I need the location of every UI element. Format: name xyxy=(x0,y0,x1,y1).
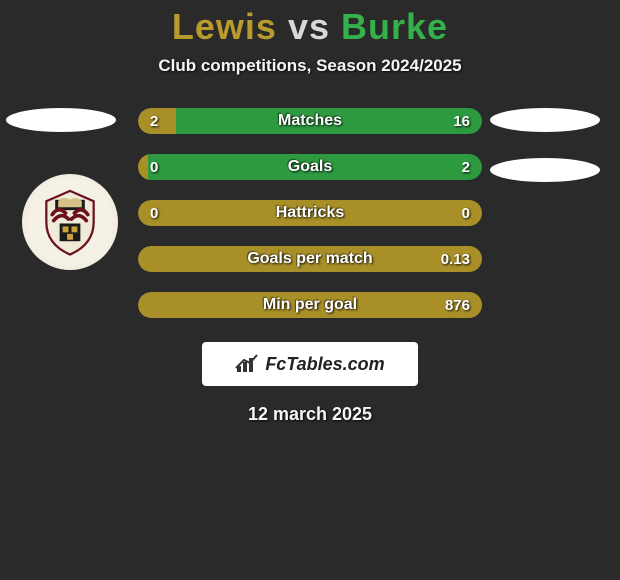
bar-value-player2: 0.13 xyxy=(441,246,470,272)
bar-value-player1: 2 xyxy=(150,108,158,134)
bar-label: Hattricks xyxy=(138,200,482,226)
title-player1: Lewis xyxy=(172,6,277,47)
stat-bar: Matches2 16 xyxy=(138,108,482,134)
bar-label: Goals per match xyxy=(138,246,482,272)
bar-value-player1: 0 xyxy=(150,200,158,226)
stat-bar: Hattricks0 0 xyxy=(138,200,482,226)
bar-label: Matches xyxy=(138,108,482,134)
source-logo[interactable]: FcTables.com xyxy=(202,342,418,386)
title-vs: vs xyxy=(288,6,330,47)
bar-value-player2: 876 xyxy=(445,292,470,318)
stat-bar: Goals0 2 xyxy=(138,154,482,180)
title-player2: Burke xyxy=(341,6,448,47)
crest-icon xyxy=(33,185,107,259)
bars-section: Matches216Goals02Hattricks00Goals per ma… xyxy=(0,108,620,318)
bar-label: Min per goal xyxy=(138,292,482,318)
bar-chart-icon xyxy=(235,354,259,374)
player1-avatar-placeholder xyxy=(6,108,116,132)
subtitle: Club competitions, Season 2024/2025 xyxy=(0,56,620,76)
player2-avatar-placeholder-2 xyxy=(490,158,600,182)
stat-bar: Min per goal876 xyxy=(138,292,482,318)
source-logo-text: FcTables.com xyxy=(265,354,384,375)
stat-bar: Goals per match0.13 xyxy=(138,246,482,272)
stat-bars: Matches216Goals02Hattricks00Goals per ma… xyxy=(138,108,482,318)
page-title: Lewis vs Burke xyxy=(0,6,620,48)
bar-value-player2: 0 xyxy=(462,200,470,226)
comparison-card: Lewis vs Burke Club competitions, Season… xyxy=(0,0,620,425)
date-label: 12 march 2025 xyxy=(0,404,620,425)
bar-value-player2: 16 xyxy=(453,108,470,134)
bar-label: Goals xyxy=(138,154,482,180)
player2-avatar-placeholder-1 xyxy=(490,108,600,132)
club-crest xyxy=(22,174,118,270)
bar-value-player2: 2 xyxy=(462,154,470,180)
bar-value-player1: 0 xyxy=(150,154,158,180)
